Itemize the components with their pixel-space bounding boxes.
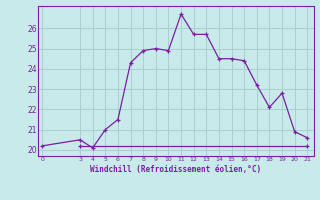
X-axis label: Windchill (Refroidissement éolien,°C): Windchill (Refroidissement éolien,°C) [91,165,261,174]
